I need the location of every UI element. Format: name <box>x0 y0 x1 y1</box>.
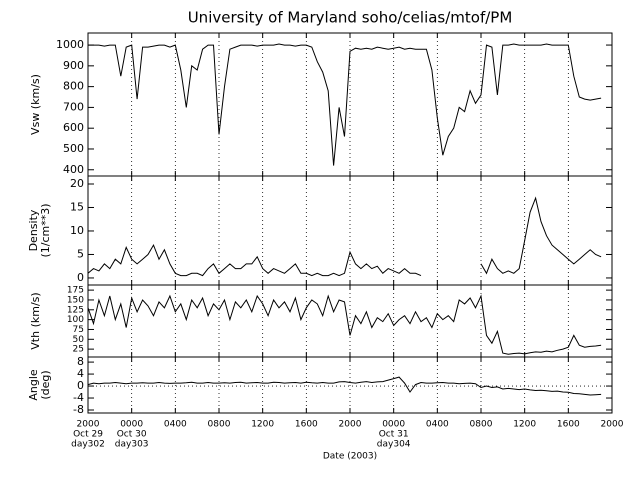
y-tick-label: 900 <box>63 59 84 72</box>
x-tick-label: 1200 <box>251 420 274 430</box>
x-axis-label: Date (2003) <box>323 452 377 462</box>
y-axis-label: (deg) <box>39 370 52 399</box>
y-axis-label: Vth (km/s) <box>29 292 42 349</box>
y-tick-label: -4 <box>73 391 84 404</box>
data-line <box>87 294 602 355</box>
y-tick-label: 0 <box>77 271 84 284</box>
y-tick-label: -8 <box>73 403 84 416</box>
y-tick-label: 75 <box>73 325 84 335</box>
x-tick-label: 2000 <box>77 420 100 430</box>
y-tick-label: 10 <box>70 224 84 237</box>
x-tick-label: 0000 <box>382 420 405 430</box>
x-tick-label: 0800 <box>208 420 231 430</box>
y-tick-label: 0 <box>77 379 84 392</box>
y-tick-label: 700 <box>63 100 84 113</box>
date-label: Oct 30 <box>117 430 147 440</box>
y-tick-label: 150 <box>67 295 84 305</box>
x-tick-label: 0400 <box>164 420 187 430</box>
x-tick-label: 0000 <box>120 420 143 430</box>
y-tick-label: 400 <box>63 163 84 176</box>
y-axis-label: Vsw (km/s) <box>29 74 42 135</box>
y-axis-label: Density <box>27 209 40 251</box>
date-label: Oct 31 <box>379 430 409 440</box>
x-tick-label: 0400 <box>426 420 449 430</box>
date-label: Oct 29 <box>73 430 103 440</box>
data-line <box>88 43 602 166</box>
y-tick-label: 4 <box>77 367 84 380</box>
x-tick-label: 2000 <box>601 420 624 430</box>
x-tick-label: 0800 <box>470 420 493 430</box>
date-label: day303 <box>115 440 149 450</box>
data-line <box>87 196 602 277</box>
y-tick-label: 1000 <box>56 38 84 51</box>
y-tick-label: 20 <box>70 177 84 190</box>
chart-title: University of Maryland soho/celias/mtof/… <box>188 9 513 27</box>
y-tick-label: 800 <box>63 80 84 93</box>
date-label: day302 <box>71 440 105 450</box>
y-tick-label: 15 <box>70 200 84 213</box>
y-tick-label: 100 <box>67 315 84 325</box>
y-tick-label: 25 <box>73 345 84 355</box>
x-tick-label: 2000 <box>339 420 362 430</box>
y-tick-label: 8 <box>77 355 84 368</box>
x-tick-label: 1200 <box>513 420 536 430</box>
panel-frame <box>87 356 613 414</box>
x-tick-label: 1600 <box>295 420 318 430</box>
y-tick-label: 600 <box>63 121 84 134</box>
date-label: day304 <box>377 440 411 450</box>
y-tick-label: 5 <box>77 247 84 260</box>
y-tick-label: 50 <box>73 335 85 345</box>
y-tick-label: 175 <box>67 286 84 296</box>
y-tick-label: 125 <box>67 305 84 315</box>
data-line <box>87 376 602 396</box>
y-tick-label: 500 <box>63 142 84 155</box>
y-axis-label: Angle <box>27 369 40 401</box>
y-axis-label: (1/cm**3) <box>39 203 52 257</box>
x-tick-label: 1600 <box>557 420 580 430</box>
